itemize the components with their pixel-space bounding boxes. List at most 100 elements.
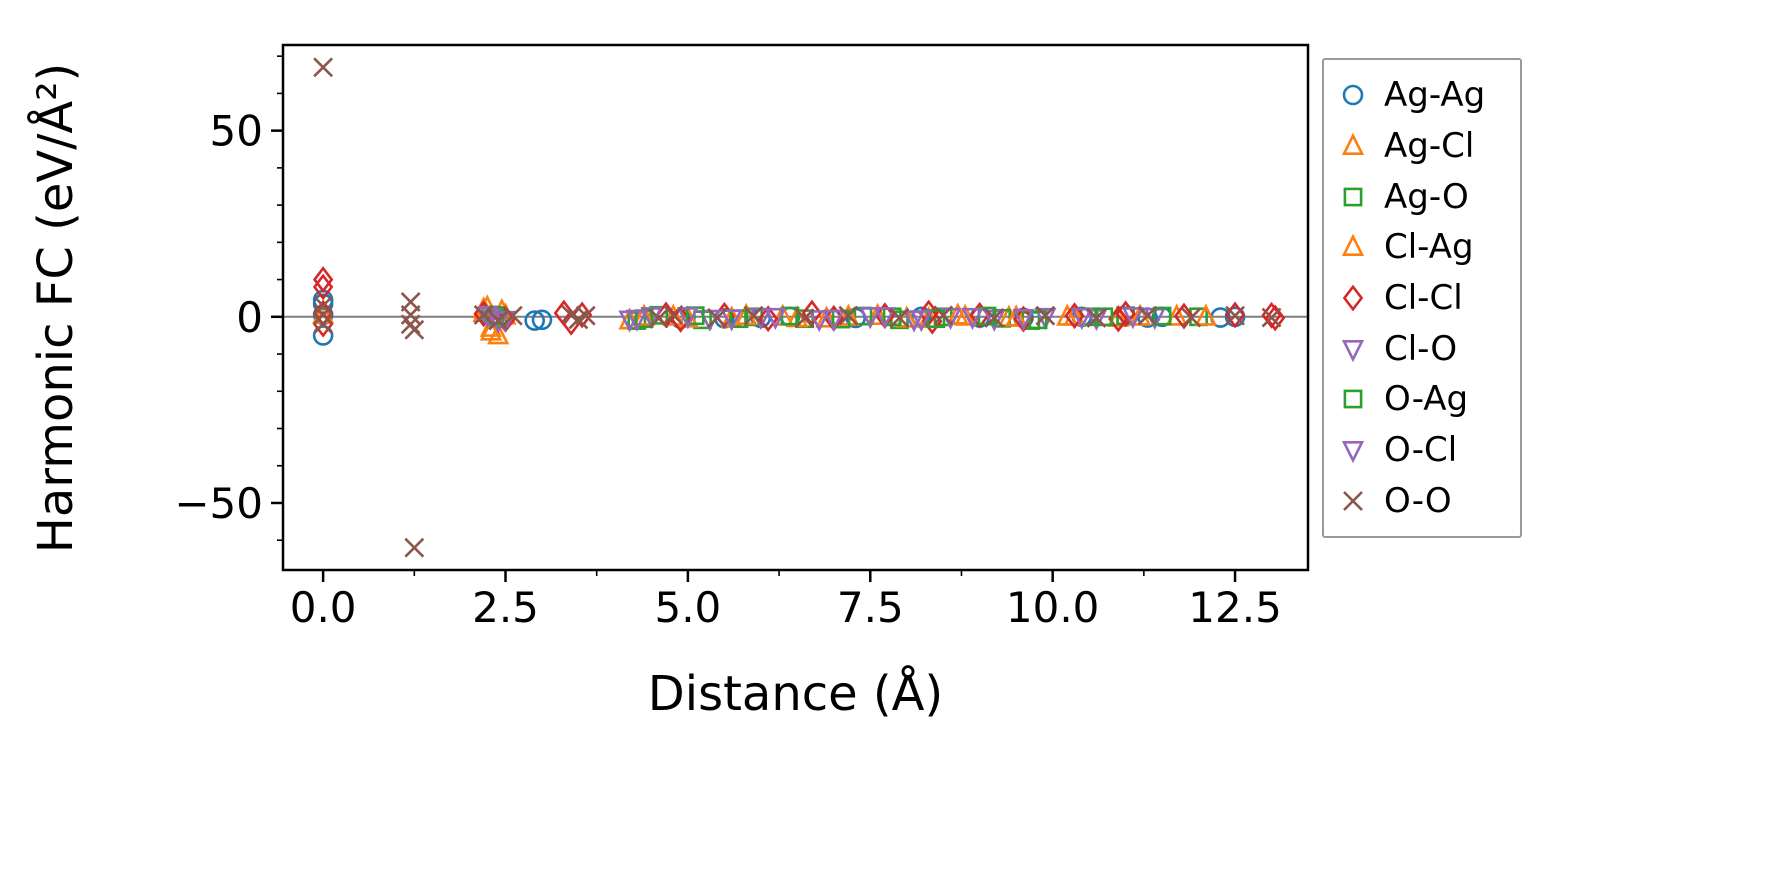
legend-item: O-O (1336, 481, 1508, 521)
scatter-point-o-o (404, 319, 425, 340)
legend: Ag-Ag Ag-Cl Ag-O Cl-Ag Cl-Cl Cl-O O-Ag O-Cl O-O (1322, 58, 1522, 538)
x-axis-label: Distance (Å) (647, 666, 944, 722)
scatter-point-cl-o (859, 307, 882, 330)
scatter-point-o-cl (1070, 307, 1093, 331)
triangle-up-icon (1341, 234, 1365, 257)
scatter-point-o-o (404, 537, 425, 558)
scatter-point-o-o (794, 308, 815, 329)
diamond-legend-marker-icon (1342, 284, 1364, 312)
scatter-point-o-o (889, 308, 910, 328)
scatter-point-o-o (707, 308, 727, 328)
scatter-point-o-o (313, 314, 334, 335)
scatter-point-o-o (663, 305, 684, 325)
legend-label: Cl-O (1384, 328, 1458, 369)
scatter-point-cl-ag (946, 302, 969, 325)
y-tick-label: −50 (174, 479, 263, 528)
triangle-up-legend-marker-icon (1341, 234, 1365, 257)
scatter-point-o-o (984, 308, 1005, 328)
scatter-point-ag-cl (487, 322, 510, 345)
scatter-point-o-o (313, 57, 334, 78)
scatter-point-o-o (488, 310, 509, 331)
scatter-point-cl-ag (479, 318, 503, 341)
scatter-point-cl-cl (312, 266, 334, 293)
scatter-point-o-cl (720, 309, 743, 332)
scatter-point-cl-o (640, 307, 663, 330)
legend-label: O-Cl (1384, 429, 1458, 470)
y-tick-label: 50 (210, 107, 263, 156)
scatter-point-o-cl (961, 307, 984, 331)
x-legend-marker-icon (1343, 490, 1363, 511)
scatter-point-cl-cl (1064, 302, 1085, 330)
scatter-point-ag-ag (524, 310, 545, 331)
legend-label: O-Ag (1384, 379, 1469, 420)
scatter-point-cl-cl (757, 305, 779, 333)
scatter-point-o-cl (1012, 308, 1035, 332)
scatter-point-cl-ag (1063, 303, 1086, 326)
square-icon (1343, 389, 1363, 409)
scatter-point-o-o (838, 305, 859, 326)
triangle-down-icon (1341, 440, 1365, 464)
scatter-point-ag-cl (1107, 304, 1130, 327)
scatter-point-cl-o (1034, 307, 1057, 331)
scatter-point-ag-cl (866, 302, 889, 326)
x-tick-label: 7.5 (837, 583, 904, 632)
scatter-point-o-cl (822, 309, 845, 332)
scatter-point-o-o (933, 305, 954, 326)
scatter-point-ag-cl (815, 305, 838, 328)
legend-label: Cl-Cl (1384, 277, 1463, 318)
scatter-point-o-o (575, 305, 596, 326)
scatter-point-cl-cl (312, 273, 334, 301)
x-tick-label: 10.0 (1006, 583, 1100, 632)
square-legend-marker-icon (1343, 389, 1363, 409)
triangle-down-legend-marker-icon (1341, 440, 1365, 464)
scatter-point-cl-ag (1005, 304, 1028, 327)
scatter-point-o-cl (1121, 307, 1145, 330)
x-tick-label: 5.0 (654, 583, 721, 632)
scatter-point-o-o (473, 305, 494, 325)
scatter-point-o-o (1137, 305, 1158, 326)
legend-item: Cl-O (1336, 329, 1508, 369)
scatter-point-o-o (1086, 308, 1107, 328)
legend-label: O-O (1384, 480, 1452, 521)
scatter-point-cl-ag (1194, 303, 1217, 326)
circle-icon (1342, 85, 1364, 106)
scatter-point-o-o (1225, 305, 1245, 326)
scatter-point-o-o (313, 305, 334, 325)
triangle-up-legend-marker-icon (1341, 132, 1365, 155)
legend-label: Cl-Ag (1384, 227, 1474, 268)
scatter-point-ag-cl (1165, 303, 1188, 326)
scatter-point-o-cl (625, 309, 648, 332)
legend-label: Ag-Ag (1384, 75, 1486, 116)
axes-frame (281, 43, 1310, 572)
legend-label: Ag-Cl (1384, 125, 1475, 166)
legend-item: O-Ag (1336, 379, 1508, 419)
scatter-point-o-o (400, 314, 421, 335)
legend-item: Cl-Cl (1336, 278, 1508, 318)
y-axis-label: Harmonic FC (eV/Å²) (28, 62, 84, 554)
legend-item: Ag-Cl (1336, 126, 1508, 166)
x-tick-label: 0.0 (290, 583, 357, 632)
triangle-down-legend-marker-icon (1341, 339, 1365, 362)
triangle-up-icon (1341, 132, 1365, 155)
scatter-point-o-o (1181, 307, 1202, 328)
scatter-point-ag-ag (531, 309, 553, 331)
scatter-point-cl-cl (1115, 300, 1136, 328)
legend-item: Cl-Ag (1336, 227, 1508, 267)
square-legend-marker-icon (1343, 187, 1363, 207)
scatter-point-cl-o (808, 310, 831, 333)
scatter-point-cl-ag (633, 303, 656, 326)
legend-item: Ag-Ag (1336, 75, 1508, 115)
scatter-point-o-cl (873, 307, 896, 330)
y-tick-label: 0 (236, 293, 263, 342)
scatter-point-o-cl (764, 307, 787, 331)
x-tick-label: 12.5 (1188, 583, 1282, 632)
scatter-point-o-ag (1028, 310, 1048, 330)
square-icon (1343, 187, 1363, 207)
scatter-point-o-o (743, 305, 764, 326)
scatter-point-o-o (1035, 305, 1056, 326)
scatter-point-o-cl (676, 307, 699, 330)
x-icon (1343, 490, 1363, 511)
legend-label: Ag-O (1384, 176, 1469, 217)
scatter-point-o-ag (1152, 306, 1172, 326)
